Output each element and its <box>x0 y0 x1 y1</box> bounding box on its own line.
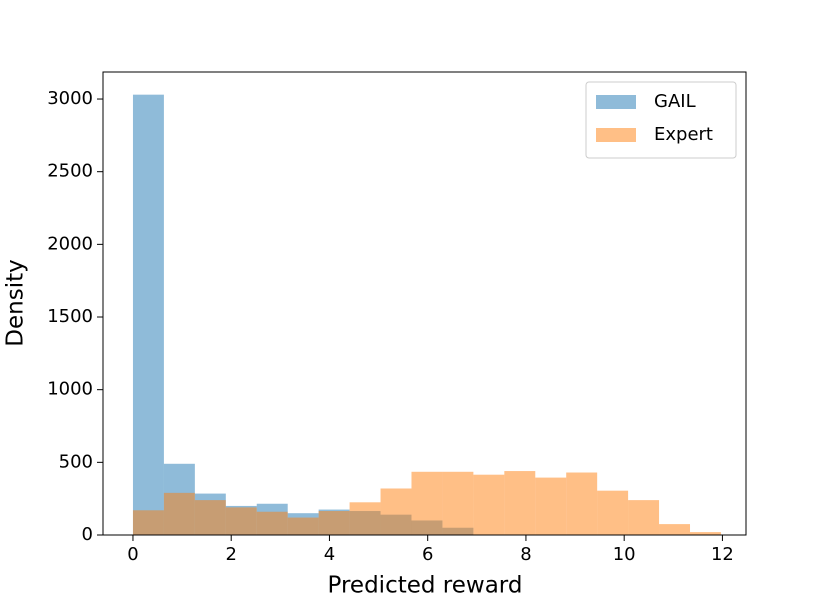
histogram-bar <box>380 488 412 535</box>
histogram-bar <box>628 500 660 535</box>
histogram-bar <box>473 474 505 535</box>
histogram-bar <box>287 517 319 535</box>
y-axis-label: Density <box>3 259 29 346</box>
legend-swatch <box>596 128 636 142</box>
x-tick-label: 6 <box>422 544 433 565</box>
legend-swatch <box>596 95 636 109</box>
histogram-bar <box>690 532 721 535</box>
y-tick-label: 500 <box>59 451 93 472</box>
histogram-bar <box>535 477 567 535</box>
x-tick-label: 4 <box>324 544 335 565</box>
x-axis-label: Predicted reward <box>328 573 523 599</box>
x-tick-label: 0 <box>127 544 138 565</box>
histogram-bar <box>256 511 288 535</box>
histogram-bar <box>318 511 350 535</box>
y-tick-label: 1500 <box>47 306 93 327</box>
histogram-bar <box>566 472 598 535</box>
histogram-bar <box>411 471 443 535</box>
legend-label: Expert <box>654 124 713 145</box>
y-tick-label: 2500 <box>47 161 93 182</box>
histogram-bar <box>442 471 474 535</box>
x-tick-label: 12 <box>711 544 734 565</box>
y-tick-label: 0 <box>82 524 93 545</box>
histogram-bar <box>659 524 691 535</box>
x-tick-label: 2 <box>225 544 236 565</box>
histogram-bar <box>597 490 629 535</box>
x-tick-label: 10 <box>613 544 636 565</box>
x-tick-label: 8 <box>520 544 531 565</box>
legend-label: GAIL <box>654 91 696 112</box>
y-tick-label: 1000 <box>47 379 93 400</box>
y-tick-label: 3000 <box>47 88 93 109</box>
plot-frame <box>102 71 747 536</box>
histogram-bar <box>504 471 536 535</box>
histogram-bar <box>132 510 164 535</box>
histogram-bar <box>163 492 195 535</box>
histogram-bar <box>225 507 257 535</box>
histogram-bar <box>194 500 226 535</box>
histogram-bar <box>349 502 381 535</box>
y-tick-label: 2000 <box>47 233 93 254</box>
histogram-bar <box>132 94 164 535</box>
